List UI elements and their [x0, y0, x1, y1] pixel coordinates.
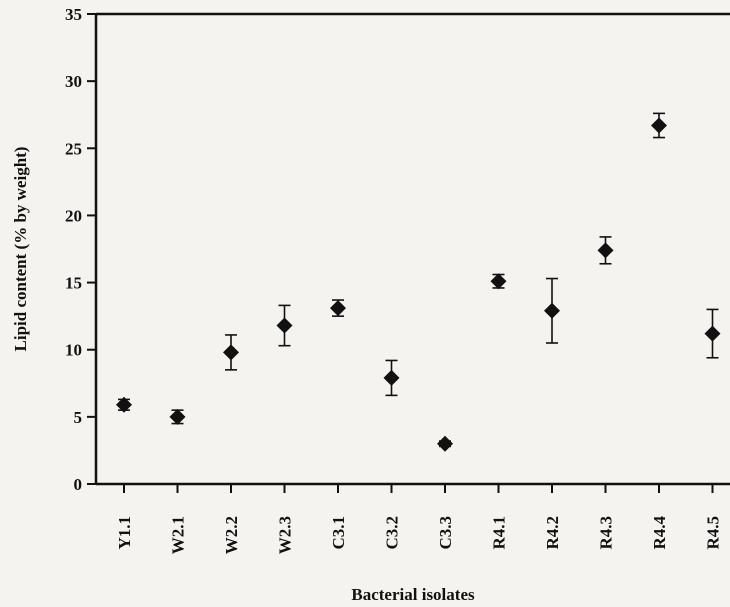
x-tick-label: C3.1 [329, 516, 348, 550]
y-tick-label: 5 [74, 408, 83, 427]
diamond-marker [116, 396, 132, 413]
x-tick-label: Y1.1 [115, 516, 134, 550]
y-axis-title: Lipid content (% by weight) [11, 147, 30, 352]
diamond-marker [276, 317, 293, 334]
x-tick-label: W2.2 [222, 516, 241, 554]
x-tick-label: R4.2 [543, 516, 562, 550]
error-bars [118, 112, 719, 448]
diamond-marker [383, 369, 400, 386]
y-tick-label: 15 [65, 274, 82, 293]
x-tick-label: C3.2 [383, 516, 402, 550]
x-tick-label: R4.1 [490, 516, 509, 550]
diamond-marker [169, 408, 186, 425]
x-axis-title: Bacterial isolates [351, 585, 475, 604]
y-tick-label: 10 [65, 341, 82, 360]
x-tick-label: W2.3 [276, 516, 295, 554]
diamond-marker [544, 302, 560, 319]
diamond-marker [223, 344, 239, 361]
diamond-marker [651, 117, 667, 134]
x-tick-label: R4.4 [650, 516, 669, 550]
y-tick-label: 30 [65, 72, 82, 91]
data-points [116, 117, 721, 452]
x-tick-label: R4.5 [704, 516, 723, 550]
diamond-marker [704, 325, 721, 342]
x-tick-label: R4.3 [597, 516, 616, 550]
diamond-marker [437, 435, 453, 452]
diamond-marker [490, 273, 507, 290]
y-axis-ticks: 0 5 10 15 20 25 30 35 [65, 5, 96, 494]
y-tick-label: 35 [65, 5, 82, 24]
y-tick-label: 25 [65, 139, 82, 158]
diamond-marker [330, 300, 346, 317]
x-axis-ticks: Y1.1 W2.1 W2.2 W2.3 C3.1 C3.2 C3.3 R4.1 R4.2 R4.3… [115, 484, 723, 554]
x-tick-label: C3.3 [436, 516, 455, 550]
y-tick-label: 0 [74, 475, 83, 494]
x-tick-label: W2.1 [169, 516, 188, 554]
diamond-marker [597, 242, 614, 259]
y-tick-label: 20 [65, 206, 82, 225]
